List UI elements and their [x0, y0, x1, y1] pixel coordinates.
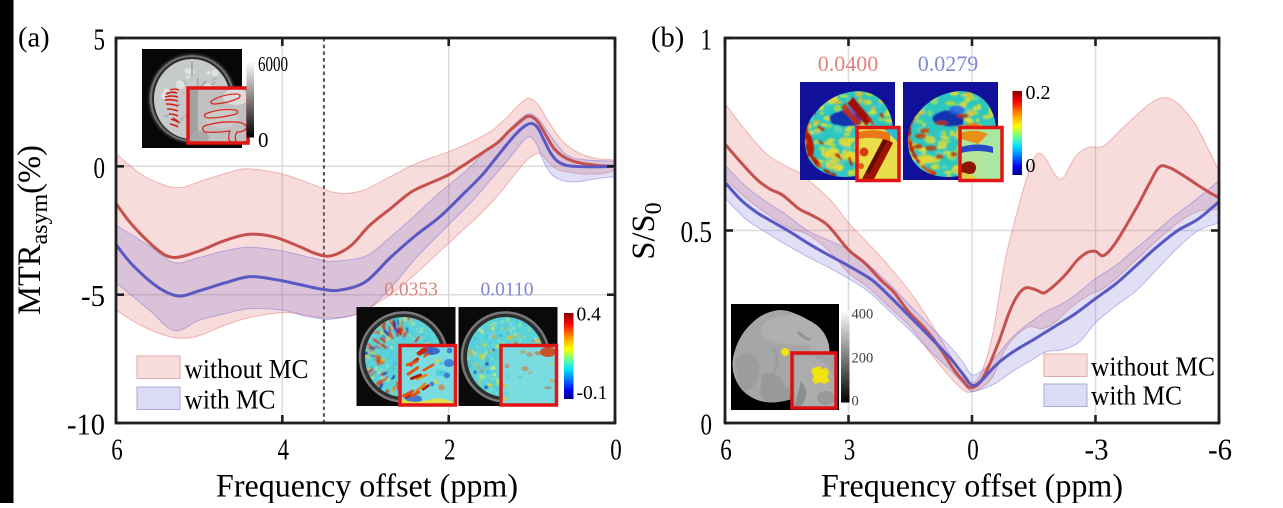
svg-text:0.0110: 0.0110: [481, 280, 534, 301]
svg-text:with MC: with MC: [185, 385, 276, 415]
svg-text:-6: -6: [1208, 432, 1232, 467]
svg-text:4: 4: [278, 432, 290, 467]
svg-text:0.4: 0.4: [577, 305, 602, 326]
svg-text:(b): (b): [651, 23, 684, 54]
svg-text:0.0400: 0.0400: [818, 51, 879, 76]
svg-text:6: 6: [111, 432, 123, 467]
svg-text:0: 0: [852, 394, 859, 410]
svg-text:0: 0: [967, 432, 979, 467]
svg-text:1: 1: [701, 22, 713, 57]
svg-text:(a): (a): [18, 23, 50, 54]
svg-text:0.0279: 0.0279: [918, 51, 979, 76]
svg-text:0: 0: [94, 150, 106, 185]
svg-text:without MC: without MC: [1091, 352, 1215, 382]
svg-text:0: 0: [701, 407, 713, 442]
svg-text:-3: -3: [1085, 432, 1109, 467]
svg-text:-5: -5: [81, 278, 105, 313]
svg-text:Frequency offset (ppm): Frequency offset (ppm): [821, 469, 1123, 504]
svg-text:0: 0: [1026, 155, 1036, 177]
svg-text:with MC: with MC: [1091, 381, 1182, 411]
svg-text:6000: 6000: [258, 52, 288, 76]
svg-text:3: 3: [844, 432, 856, 467]
svg-text:400: 400: [852, 307, 874, 323]
svg-text:0.0353: 0.0353: [384, 280, 438, 301]
svg-text:0: 0: [258, 128, 269, 152]
svg-text:0: 0: [610, 432, 622, 467]
svg-text:200: 200: [852, 351, 874, 367]
svg-text:Frequency offset (ppm): Frequency offset (ppm): [216, 469, 518, 504]
svg-text:-0.1: -0.1: [577, 383, 608, 404]
svg-text:-10: -10: [67, 407, 105, 442]
svg-text:2: 2: [444, 432, 456, 467]
svg-text:without MC: without MC: [185, 354, 309, 384]
svg-text:6: 6: [720, 432, 732, 467]
svg-text:5: 5: [94, 22, 106, 57]
svg-text:0.2: 0.2: [1026, 82, 1051, 104]
svg-text:0.5: 0.5: [681, 214, 713, 249]
